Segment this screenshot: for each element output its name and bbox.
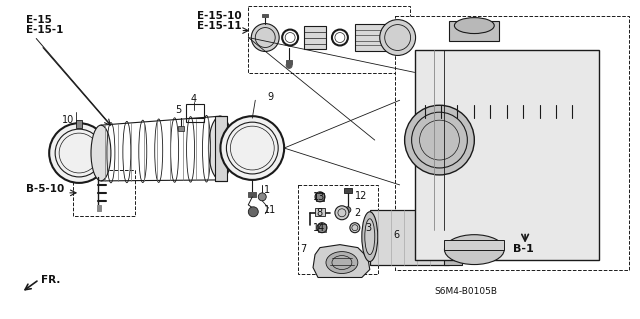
Ellipse shape <box>362 212 378 262</box>
Ellipse shape <box>91 125 111 181</box>
Bar <box>318 224 326 232</box>
Circle shape <box>286 63 292 68</box>
Ellipse shape <box>209 116 232 180</box>
Ellipse shape <box>365 219 375 255</box>
Circle shape <box>345 207 351 213</box>
Bar <box>73 170 135 216</box>
Text: 5: 5 <box>175 105 182 115</box>
Bar <box>76 120 82 128</box>
Bar <box>370 210 449 264</box>
Bar <box>186 104 204 122</box>
Circle shape <box>317 223 327 233</box>
Text: 3: 3 <box>365 223 372 233</box>
Bar <box>395 16 628 270</box>
Circle shape <box>380 19 415 56</box>
Bar <box>304 26 326 49</box>
Bar <box>449 21 499 41</box>
Circle shape <box>350 223 360 233</box>
Text: S6M4-B0105B: S6M4-B0105B <box>435 287 497 296</box>
Bar <box>316 193 324 201</box>
Bar <box>248 6 410 73</box>
Bar <box>97 205 101 211</box>
Bar <box>298 185 378 274</box>
Text: 10: 10 <box>62 115 74 125</box>
Ellipse shape <box>326 252 358 273</box>
Bar <box>262 14 268 17</box>
Bar <box>178 126 184 131</box>
Text: 14: 14 <box>313 223 325 233</box>
Bar <box>355 24 390 51</box>
Text: 4: 4 <box>191 94 196 104</box>
Bar <box>315 208 325 216</box>
Bar <box>444 210 462 264</box>
Text: 8: 8 <box>316 208 322 218</box>
Text: B-5-10: B-5-10 <box>26 184 65 194</box>
Text: 9: 9 <box>267 92 273 102</box>
Text: E-15-11: E-15-11 <box>196 20 241 31</box>
Polygon shape <box>313 245 370 278</box>
Text: 1: 1 <box>264 185 270 195</box>
Text: FR.: FR. <box>41 276 61 286</box>
Circle shape <box>49 123 109 183</box>
Circle shape <box>220 116 284 180</box>
Text: 13: 13 <box>313 192 325 202</box>
Text: 6: 6 <box>394 230 400 240</box>
Circle shape <box>259 193 266 201</box>
Polygon shape <box>599 21 619 260</box>
Text: B-1: B-1 <box>513 244 534 254</box>
Text: 7: 7 <box>300 244 306 254</box>
Bar <box>216 116 227 181</box>
Ellipse shape <box>454 18 494 33</box>
Text: E-15: E-15 <box>26 15 52 25</box>
Text: E-15-1: E-15-1 <box>26 25 63 34</box>
Bar <box>415 50 599 260</box>
Circle shape <box>315 192 325 202</box>
Ellipse shape <box>444 235 504 264</box>
Circle shape <box>404 105 474 175</box>
Text: 11: 11 <box>264 205 276 215</box>
Circle shape <box>252 24 279 51</box>
Bar <box>286 60 292 64</box>
Text: E-15-10: E-15-10 <box>196 11 241 21</box>
Bar <box>444 240 504 249</box>
Bar <box>248 192 256 197</box>
Text: 12: 12 <box>355 191 367 201</box>
Text: 2: 2 <box>355 208 361 218</box>
Polygon shape <box>415 21 619 50</box>
Circle shape <box>335 206 349 220</box>
Circle shape <box>248 207 259 217</box>
Bar <box>344 188 352 193</box>
